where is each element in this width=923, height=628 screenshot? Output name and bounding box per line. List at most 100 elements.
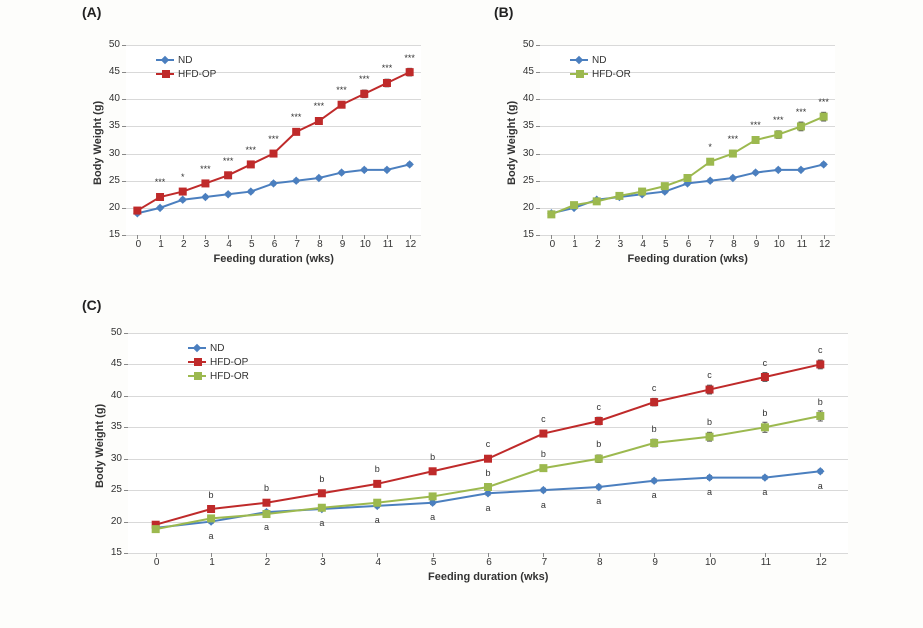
- x-tick: [543, 553, 544, 557]
- x-tick: [801, 235, 802, 239]
- letter-annotation: a: [818, 481, 823, 491]
- letter-annotation: b: [319, 474, 324, 484]
- y-tick: [124, 553, 128, 554]
- marker-or: [208, 515, 215, 522]
- marker-op: [338, 101, 345, 108]
- marker-or: [540, 465, 547, 472]
- x-tick: [597, 235, 598, 239]
- x-tick-label: 2: [592, 239, 604, 250]
- sig-annotation: ***: [223, 156, 234, 166]
- marker-or: [374, 499, 381, 506]
- marker-or: [651, 440, 658, 447]
- marker-nd: [338, 169, 345, 176]
- x-tick: [364, 235, 365, 239]
- letter-annotation: b: [541, 449, 546, 459]
- legend-item-nd: ND: [156, 53, 216, 67]
- x-tick: [410, 235, 411, 239]
- x-tick-label: 11: [760, 557, 772, 568]
- marker-or: [775, 131, 782, 138]
- legend-swatch-marker: [161, 56, 169, 64]
- x-tick: [756, 235, 757, 239]
- marker-or: [485, 484, 492, 491]
- x-tick-label: 6: [683, 239, 695, 250]
- x-tick: [765, 553, 766, 557]
- x-tick: [654, 553, 655, 557]
- marker-nd: [270, 180, 277, 187]
- marker-or: [797, 123, 804, 130]
- marker-nd: [383, 166, 390, 173]
- marker-op: [263, 499, 270, 506]
- marker-nd: [247, 188, 254, 195]
- chart-b: 15202530354045500123456789101112Body Wei…: [494, 30, 874, 275]
- letter-annotation: a: [707, 487, 712, 497]
- x-tick-label: 3: [317, 557, 329, 568]
- letter-annotation: c: [763, 358, 768, 368]
- letter-annotation: a: [375, 515, 380, 525]
- x-axis-title: Feeding duration (wks): [628, 253, 748, 265]
- marker-op: [202, 180, 209, 187]
- x-tick-label: 0: [546, 239, 558, 250]
- marker-op: [361, 90, 368, 97]
- x-tick: [251, 235, 252, 239]
- marker-or: [729, 150, 736, 157]
- marker-op: [315, 118, 322, 125]
- x-tick: [160, 235, 161, 239]
- marker-or: [752, 137, 759, 144]
- y-tick-label: 50: [100, 39, 120, 50]
- sig-annotation: ***: [314, 101, 325, 111]
- x-tick: [778, 235, 779, 239]
- series-line-nd: [137, 164, 409, 213]
- marker-nd: [157, 204, 164, 211]
- letter-annotation: b: [762, 408, 767, 418]
- plot-area-a: 15202530354045500123456789101112Body Wei…: [126, 45, 421, 235]
- x-tick: [322, 553, 323, 557]
- plot-area-b: 15202530354045500123456789101112Body Wei…: [540, 45, 835, 235]
- marker-nd: [651, 477, 658, 484]
- x-tick-label: 4: [372, 557, 384, 568]
- y-axis-title: Body Weight (g): [92, 101, 104, 185]
- sig-annotation: ***: [155, 177, 166, 187]
- x-tick: [619, 235, 620, 239]
- y-tick-label: 40: [102, 390, 122, 401]
- panel-label-c: (C): [82, 297, 101, 313]
- x-tick-label: 9: [337, 239, 349, 250]
- legend-label: HFD-OR: [592, 69, 631, 80]
- x-tick-label: 10: [705, 557, 717, 568]
- x-tick: [824, 235, 825, 239]
- marker-op: [429, 468, 436, 475]
- marker-or: [429, 493, 436, 500]
- legend-swatch-marker: [193, 344, 201, 352]
- legend-swatch-marker: [194, 358, 202, 366]
- marker-nd: [315, 175, 322, 182]
- legend-label: HFD-OP: [178, 69, 216, 80]
- legend-swatch-line: [188, 347, 206, 349]
- series-line-nd: [156, 471, 821, 528]
- legend-swatch-line: [188, 375, 206, 377]
- panel-label-a: (A): [82, 4, 101, 20]
- letter-annotation: c: [486, 439, 491, 449]
- legend-swatch-line: [570, 59, 588, 61]
- x-tick: [156, 553, 157, 557]
- legend-item-nd: ND: [570, 53, 631, 67]
- sig-annotation: ***: [404, 53, 415, 63]
- marker-or: [571, 202, 578, 209]
- legend-swatch-line: [570, 73, 588, 75]
- legend: ND HFD-OP: [156, 53, 216, 81]
- marker-or: [817, 412, 824, 419]
- legend-swatch-line: [188, 361, 206, 363]
- x-tick-label: 3: [614, 239, 626, 250]
- y-tick-label: 15: [100, 229, 120, 240]
- y-tick-label: 15: [102, 547, 122, 558]
- x-tick-label: 1: [569, 239, 581, 250]
- x-tick: [599, 553, 600, 557]
- marker-nd: [540, 487, 547, 494]
- x-tick-label: 10: [359, 239, 371, 250]
- legend-swatch-line: [156, 59, 174, 61]
- marker-nd: [817, 468, 824, 475]
- x-tick: [710, 553, 711, 557]
- legend-label: HFD-OR: [210, 371, 249, 382]
- marker-op: [225, 172, 232, 179]
- marker-op: [157, 194, 164, 201]
- x-tick-label: 1: [155, 239, 167, 250]
- sig-annotation: ***: [382, 63, 393, 73]
